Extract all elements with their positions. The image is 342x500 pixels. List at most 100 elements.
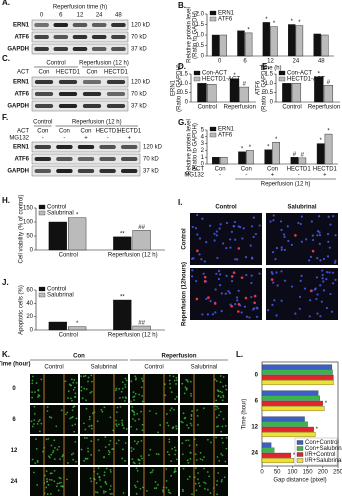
cell [36, 461, 39, 463]
nucleus [271, 272, 274, 275]
significance: * [293, 453, 296, 459]
cell [121, 457, 124, 460]
nucleus [213, 232, 216, 235]
nucleus [272, 219, 275, 222]
y-tick-label: 5 [201, 128, 205, 134]
cell [225, 388, 228, 391]
nucleus [326, 233, 330, 236]
cell [70, 378, 73, 381]
lane-label: - [63, 136, 65, 142]
cell [90, 454, 92, 456]
y-tick-label: 1.5 [265, 72, 274, 78]
nucleus [258, 272, 261, 275]
nucleus [198, 253, 201, 256]
cell [54, 447, 56, 449]
cell [90, 374, 93, 377]
nucleus [254, 232, 257, 236]
y-tick-label: 12 [251, 425, 258, 431]
cell [31, 458, 34, 461]
cell [50, 416, 53, 419]
nucleus [225, 246, 228, 250]
bar [219, 156, 228, 165]
blot-band [111, 47, 126, 51]
tunel-cell [237, 310, 240, 313]
y-tick-label: 0.5 [196, 43, 205, 49]
cell [168, 441, 171, 443]
cell [140, 455, 143, 458]
nucleus [308, 315, 311, 318]
nucleus [283, 248, 286, 252]
cell [104, 436, 107, 438]
bar [261, 432, 316, 438]
nucleus [237, 289, 240, 292]
cell [35, 448, 38, 450]
bar [262, 22, 271, 57]
y-axis-label: Time (hour) [242, 399, 248, 430]
cell [100, 485, 102, 488]
cell [206, 488, 209, 491]
cell [174, 453, 177, 456]
nucleus [252, 235, 255, 239]
legend-swatch [296, 452, 304, 457]
bar [321, 34, 329, 57]
y-axis-label: ERN1 [171, 79, 177, 96]
cell [86, 457, 89, 460]
cell [157, 453, 160, 456]
nucleus [290, 285, 294, 288]
nucleus [322, 280, 325, 283]
blot-band [72, 23, 88, 27]
blot-band [99, 157, 116, 161]
cell [190, 415, 193, 417]
cell [166, 451, 169, 453]
legend-swatch [38, 292, 46, 298]
cell [85, 388, 88, 391]
cell [122, 427, 125, 429]
nucleus [275, 271, 278, 274]
cell [39, 430, 41, 433]
cell [97, 438, 100, 441]
bar [261, 442, 272, 448]
y-tick-label: 60 [26, 288, 33, 294]
nucleus [196, 213, 199, 217]
bar [270, 26, 278, 57]
nucleus [326, 271, 329, 274]
cell [48, 455, 50, 458]
cell [31, 396, 34, 399]
cell [85, 457, 87, 460]
y-tick-label: 24 [251, 451, 258, 457]
cell [96, 491, 99, 494]
cell [31, 391, 33, 394]
cell [201, 458, 204, 461]
cell [197, 482, 200, 485]
cell [35, 438, 37, 441]
nucleus [309, 299, 312, 302]
y-axis-label: Relative protein level [187, 119, 193, 175]
cell [166, 422, 169, 424]
cell [74, 440, 77, 443]
cell [225, 436, 228, 439]
cell [220, 480, 223, 483]
cell [48, 416, 51, 418]
lane-label: 0 [40, 13, 44, 19]
bar [48, 321, 67, 331]
tunel-cell [230, 275, 234, 278]
cell [72, 388, 75, 391]
row-size: 70 kD [143, 157, 159, 163]
bar [323, 84, 334, 103]
cell [61, 455, 64, 458]
time-value: 24 [11, 479, 18, 485]
cell [38, 418, 41, 421]
bar [246, 150, 254, 165]
cell [85, 407, 88, 410]
cell [219, 390, 222, 393]
bar [288, 24, 296, 57]
cell [134, 484, 136, 487]
blot-band [120, 145, 138, 149]
column-label: Salubrinal [91, 365, 118, 371]
row-label: Reperfusion (12hours) [182, 262, 188, 326]
cell [71, 416, 74, 418]
cell [173, 408, 175, 411]
nucleus [217, 269, 221, 273]
cell [189, 458, 192, 460]
nucleus [320, 300, 323, 303]
